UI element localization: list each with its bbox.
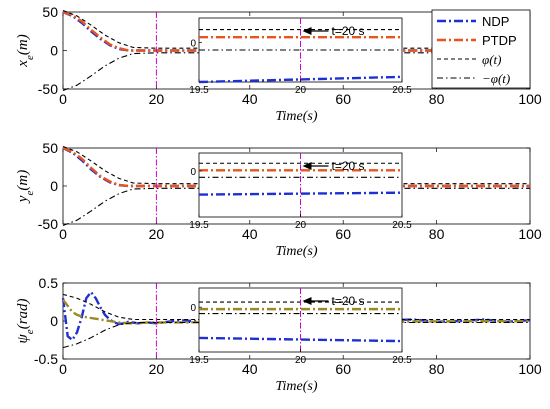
y-tick-label: 50: [42, 140, 58, 156]
y-axis-label: ψe(rad): [15, 298, 36, 343]
series-t-neg: [62, 52, 530, 92]
annotation-text: t=20 s: [332, 24, 365, 38]
x-tick-label: 100: [518, 361, 542, 377]
x-tick-label: 20: [149, 361, 165, 377]
x-tick-label: 20: [149, 91, 165, 107]
x-tick-label: 80: [429, 91, 445, 107]
x-tick-label: 80: [429, 226, 445, 242]
legend: NDP PTDP φ(t) −φ(t): [431, 9, 531, 89]
inset-x-tick-label: 19.5: [189, 85, 209, 96]
series-t-neg: [62, 187, 530, 227]
x-tick-label: 60: [335, 91, 351, 107]
y-axis-label: ye(m): [15, 170, 36, 204]
inset-x-tick-label: 20.5: [392, 85, 412, 96]
x-tick-label: 0: [59, 91, 67, 107]
series-t: [62, 293, 530, 321]
inset-x-tick-label: 20.5: [392, 220, 412, 231]
x-tick-label: 20: [149, 226, 165, 242]
y-tick-label: 0.5: [39, 275, 59, 291]
y-tick-label: -0.5: [34, 351, 58, 367]
annotation-arrowhead: [302, 27, 312, 35]
legend-label: PTDP: [482, 33, 517, 48]
y-tick-label: -50: [38, 81, 58, 97]
legend-label: NDP: [482, 14, 509, 29]
annotation-text: t=20 s: [332, 294, 365, 308]
inset-y-tick-label: 0: [190, 38, 196, 49]
inset-y-tick-label: 0: [190, 167, 196, 178]
series-ptdp: [62, 298, 531, 325]
x-axis-label: Time(s): [276, 244, 318, 259]
x-tick-label: 100: [518, 91, 542, 107]
y-tick-label: 0: [50, 313, 58, 329]
x-tick-label: 80: [429, 361, 445, 377]
x-tick-label: 40: [242, 226, 258, 242]
series-ptdp: [62, 10, 530, 52]
x-tick-label: 0: [59, 361, 67, 377]
inset-x-tick-label: 20.5: [392, 355, 412, 366]
series-ndp: [61, 290, 531, 342]
annotation-arrowhead: [302, 297, 312, 305]
y-tick-label: 0: [50, 43, 58, 59]
annotation-text: t=20 s: [332, 159, 365, 173]
legend-box: [431, 9, 531, 89]
x-tick-label: 60: [335, 226, 351, 242]
inset-x-tick-label: 20: [295, 220, 307, 231]
inset-x-tick-label: 20: [295, 355, 307, 366]
x-tick-label: 0: [59, 226, 67, 242]
y-tick-label: 50: [42, 4, 58, 20]
legend-label: −φ(t): [482, 71, 510, 86]
x-tick-label: 60: [335, 361, 351, 377]
y-tick-label: -50: [38, 216, 58, 232]
inset-x-tick-label: 19.5: [189, 355, 209, 366]
x-axis-label: Time(s): [276, 109, 318, 124]
x-tick-label: 40: [242, 361, 258, 377]
series-t: [62, 9, 530, 49]
inset-y-tick-label: 0: [190, 303, 196, 314]
inset-x-tick-label: 19.5: [189, 220, 209, 231]
x-tick-label: 40: [242, 91, 258, 107]
x-tick-label: 100: [518, 226, 542, 242]
y-tick-label: 0: [50, 178, 58, 194]
series-t-neg: [62, 321, 530, 349]
annotation-arrowhead: [302, 162, 312, 170]
y-axis-label: xe(m): [15, 34, 36, 67]
inset-x-tick-label: 20: [295, 85, 307, 96]
series-ptdp: [62, 146, 530, 188]
series-t: [62, 145, 530, 185]
legend-label: φ(t): [482, 52, 501, 67]
x-axis-label: Time(s): [276, 379, 318, 394]
